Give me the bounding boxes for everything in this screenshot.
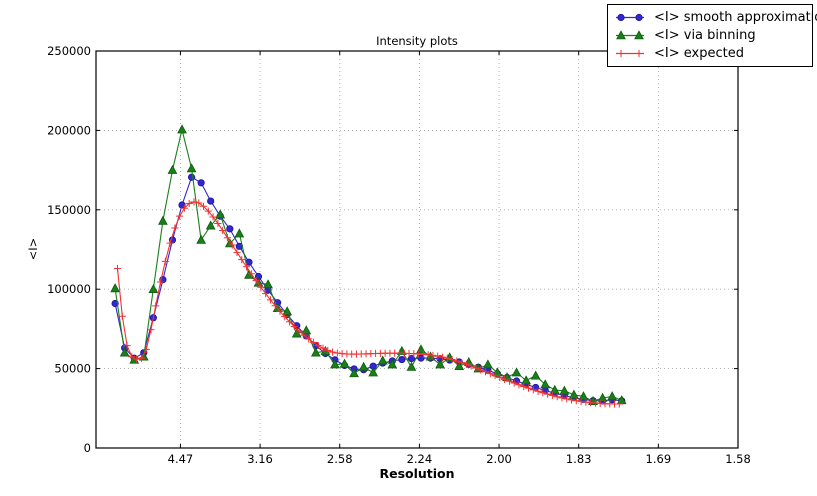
legend-item-expected: <I> expected: [613, 45, 807, 63]
legend-sample-smooth-approximation-icon: [616, 13, 644, 21]
y-axis-label: <I>: [26, 238, 40, 261]
x-tick-label: 4.47: [168, 452, 194, 466]
y-tick-label: 100000: [47, 282, 91, 296]
grid: [96, 51, 739, 448]
legend-item-via-binning: <I> via binning: [613, 26, 807, 44]
legend-label: <I> smooth approximation: [654, 9, 817, 25]
x-axis-ticks: 4.47 3.16 2.58 2.24 2.00 1.83 1.69 1.58: [168, 51, 751, 466]
x-tick-label: 1.83: [566, 452, 592, 466]
plot-title: Intensity plots: [376, 34, 458, 48]
series-expected: [113, 198, 623, 408]
y-tick-label: 200000: [47, 123, 91, 137]
y-tick-label: 150000: [47, 203, 91, 217]
legend-sample-via-binning-icon: [616, 30, 644, 40]
legend-label: <I> via binning: [654, 27, 756, 43]
y-tick-label: 0: [84, 441, 91, 455]
series-via-binning: [110, 124, 627, 405]
x-tick-label: 2.24: [407, 452, 433, 466]
x-tick-label: 2.58: [327, 452, 353, 466]
y-tick-label: 50000: [54, 362, 91, 376]
x-tick-label: 3.16: [247, 452, 273, 466]
y-axis-ticks: 0 50000 100000 150000 200000 250000: [47, 44, 738, 455]
plot-frame: [95, 50, 739, 449]
x-tick-label: 2.00: [486, 452, 512, 466]
x-tick-label: 1.69: [646, 452, 672, 466]
legend-label: <I> expected: [654, 46, 744, 62]
legend-sample-expected-icon: [616, 50, 644, 58]
x-axis-label: Resolution: [379, 466, 454, 481]
legend: <I> smooth approximation <I> via binning…: [607, 4, 817, 67]
legend-item-smooth-approximation: <I> smooth approximation: [613, 8, 817, 26]
x-tick-label: 1.58: [725, 452, 751, 466]
y-tick-label: 250000: [47, 44, 91, 58]
